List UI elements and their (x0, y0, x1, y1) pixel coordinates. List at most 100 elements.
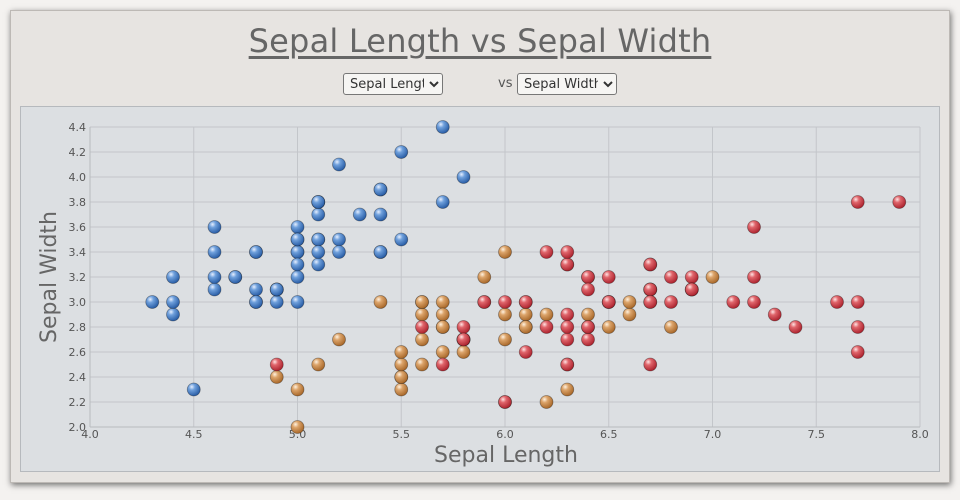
data-point (518, 345, 533, 359)
data-point (539, 245, 554, 259)
x-axis-label: Sepal Length (434, 443, 578, 468)
x-tick-label: 4.0 (81, 428, 99, 441)
data-point (850, 320, 865, 334)
x-tick-label: 6.0 (496, 428, 514, 441)
data-point (373, 207, 388, 222)
data-point (498, 395, 512, 409)
data-point (394, 382, 409, 397)
data-point (290, 245, 305, 259)
x-tick-label: 7.5 (808, 428, 826, 441)
data-point (684, 282, 699, 297)
data-point (643, 282, 658, 297)
data-point (498, 295, 512, 309)
data-point (435, 307, 450, 322)
data-point (581, 332, 595, 347)
x-tick-label: 5.5 (393, 428, 411, 441)
data-point (456, 345, 471, 359)
data-point (643, 357, 658, 372)
y-tick-label: 2.2 (69, 396, 87, 409)
data-point (435, 195, 450, 209)
data-point (747, 270, 761, 284)
data-point (767, 307, 782, 322)
data-point (290, 257, 305, 272)
data-point (145, 295, 160, 309)
data-point (643, 257, 658, 272)
y-axis-select[interactable]: Sepal Width (517, 73, 617, 95)
data-point (207, 220, 222, 234)
vs-label: vs (498, 76, 513, 91)
data-point (560, 245, 575, 259)
x-axis-select[interactable]: Sepal Length (343, 73, 443, 95)
data-point (539, 320, 554, 334)
data-point (539, 307, 554, 322)
y-tick-label: 4.2 (69, 146, 87, 159)
data-point (456, 332, 471, 347)
x-tick-label: 7.0 (704, 428, 722, 441)
data-point (560, 332, 575, 347)
data-point (477, 270, 492, 284)
data-point (435, 320, 450, 334)
data-point (269, 357, 284, 372)
data-point (415, 332, 429, 347)
data-point (373, 245, 388, 259)
data-point (394, 357, 409, 372)
data-point (290, 232, 305, 247)
data-point (850, 295, 865, 309)
data-point (311, 195, 326, 209)
data-point (622, 295, 637, 309)
data-point (560, 320, 575, 334)
data-point (269, 282, 284, 297)
data-point (705, 270, 720, 284)
data-point (850, 195, 865, 209)
data-point (352, 207, 367, 222)
data-point (373, 295, 388, 309)
data-point (747, 295, 761, 309)
data-point (290, 220, 305, 234)
data-point (850, 345, 865, 359)
data-point (498, 307, 512, 322)
data-point (249, 245, 263, 259)
y-tick-label: 2.6 (69, 346, 87, 359)
data-point (290, 295, 305, 309)
data-point (498, 245, 512, 259)
data-point (560, 307, 575, 322)
data-point (435, 120, 450, 134)
data-point (622, 307, 637, 322)
data-point (601, 320, 616, 334)
y-axis-label: Sepal Width (37, 211, 62, 343)
y-tick-label: 2.4 (69, 371, 87, 384)
data-point (207, 282, 222, 297)
data-point (456, 170, 471, 184)
data-point (415, 320, 429, 334)
data-point (498, 332, 512, 347)
data-point (290, 270, 305, 284)
data-point (228, 270, 243, 284)
x-tick-label: 6.5 (600, 428, 618, 441)
data-point (747, 220, 761, 234)
data-point (477, 295, 492, 309)
data-point (311, 207, 326, 222)
data-point (290, 420, 305, 434)
data-point (290, 382, 305, 397)
data-point (435, 295, 450, 309)
data-points (145, 120, 907, 434)
data-point (435, 345, 450, 359)
data-point (664, 270, 678, 284)
data-point (435, 357, 450, 372)
data-point (643, 295, 658, 309)
data-point (394, 145, 409, 159)
data-point (664, 320, 678, 334)
data-point (166, 295, 180, 309)
data-point (726, 295, 741, 309)
data-point (581, 282, 595, 297)
data-point (415, 295, 429, 309)
data-point (601, 295, 616, 309)
data-point (249, 282, 263, 297)
data-point (249, 295, 263, 309)
y-tick-label: 2.8 (69, 321, 87, 334)
data-point (581, 307, 595, 322)
x-tick-label: 4.5 (185, 428, 203, 441)
data-point (518, 307, 533, 322)
y-tick-label: 3.6 (69, 221, 87, 234)
